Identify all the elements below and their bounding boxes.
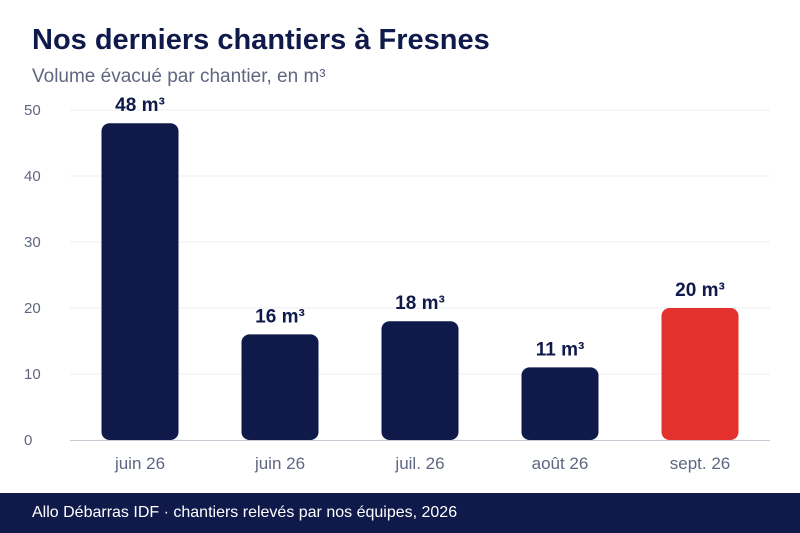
bar [661, 308, 739, 440]
y-tick-label: 40 [24, 168, 41, 185]
bar-value-label: 48 m³ [115, 95, 165, 116]
footer-source: Allo Débarras IDF · chantiers relevés pa… [32, 504, 458, 521]
chart-subtitle: Volume évacué par chantier, en m³ [32, 66, 326, 87]
bar-value-label: 20 m³ [675, 280, 725, 301]
bar-value-label: 18 m³ [395, 293, 445, 314]
bar [101, 123, 179, 440]
bar [381, 321, 459, 440]
y-tick-label: 50 [24, 102, 41, 119]
bar [521, 367, 599, 440]
y-tick-label: 10 [24, 366, 41, 383]
y-tick-label: 30 [24, 234, 41, 251]
bar-chart: 0 10 20 30 40 50 48 m³ juin 26 16 m³ juin 26 18 m³… [24, 95, 770, 473]
x-category-label: sept. 26 [670, 454, 731, 473]
bar-value-label: 11 m³ [536, 339, 585, 360]
x-category-label: juil. 26 [394, 454, 444, 473]
footer-bar: Allo Débarras IDF · chantiers relevés pa… [0, 493, 800, 533]
bar [241, 334, 319, 440]
x-category-label: juin 26 [254, 454, 305, 473]
x-category-label: juin 26 [114, 454, 165, 473]
chart-title: Nos derniers chantiers à Fresnes [32, 24, 490, 56]
x-category-label: août 26 [532, 454, 589, 473]
bar-value-label: 16 m³ [255, 306, 305, 327]
y-tick-label: 0 [24, 432, 32, 449]
y-tick-label: 20 [24, 300, 41, 317]
